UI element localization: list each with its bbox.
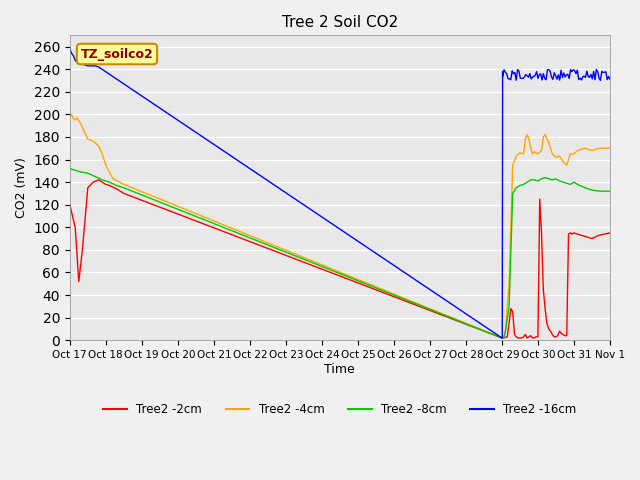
Tree2 -2cm [498,335,506,341]
Tree2 -4cm [498,335,506,341]
Tree2 -4cm [68,111,76,117]
Tree2 -2cm [536,196,543,202]
Tree2 -2cm [144,200,152,205]
Tree2 -4cm [335,269,343,275]
Text: TZ_soilco2: TZ_soilco2 [81,48,154,60]
Tree2 -16cm [262,176,269,182]
Tree2 -4cm [206,216,214,222]
X-axis label: Time: Time [324,363,355,376]
Tree2 -2cm [66,202,74,207]
Tree2 -8cm [412,301,420,307]
Tree2 -2cm [606,230,614,236]
Line: Tree2 -8cm: Tree2 -8cm [70,168,610,338]
Title: Tree 2 Soil CO2: Tree 2 Soil CO2 [282,15,398,30]
Tree2 -8cm [287,252,295,257]
Legend: Tree2 -2cm, Tree2 -4cm, Tree2 -8cm, Tree2 -16cm: Tree2 -2cm, Tree2 -4cm, Tree2 -8cm, Tree… [99,398,581,420]
Tree2 -8cm [154,198,161,204]
Tree2 -4cm [450,316,458,322]
Tree2 -4cm [422,304,429,310]
Line: Tree2 -2cm: Tree2 -2cm [70,180,610,338]
Tree2 -2cm [316,265,324,271]
Tree2 -8cm [498,335,506,341]
Line: Tree2 -4cm: Tree2 -4cm [70,114,610,338]
Tree2 -4cm [606,145,614,151]
Tree2 -8cm [259,240,266,246]
Tree2 -16cm [606,76,614,82]
Tree2 -8cm [606,188,614,194]
Tree2 -8cm [66,166,74,171]
Tree2 -2cm [568,231,576,237]
Y-axis label: CO2 (mV): CO2 (mV) [15,157,28,218]
Tree2 -16cm [498,335,506,341]
Tree2 -16cm [81,62,88,68]
Tree2 -16cm [591,77,599,83]
Tree2 -16cm [486,327,493,333]
Tree2 -2cm [95,177,102,183]
Line: Tree2 -16cm: Tree2 -16cm [70,49,610,338]
Tree2 -4cm [91,140,99,145]
Tree2 -2cm [538,230,545,236]
Tree2 -16cm [66,46,74,52]
Tree2 -8cm [541,175,549,180]
Tree2 -16cm [570,67,577,73]
Tree2 -16cm [519,75,527,81]
Tree2 -8cm [206,219,214,225]
Tree2 -2cm [540,287,547,292]
Tree2 -4cm [66,114,74,120]
Tree2 -4cm [407,298,415,304]
